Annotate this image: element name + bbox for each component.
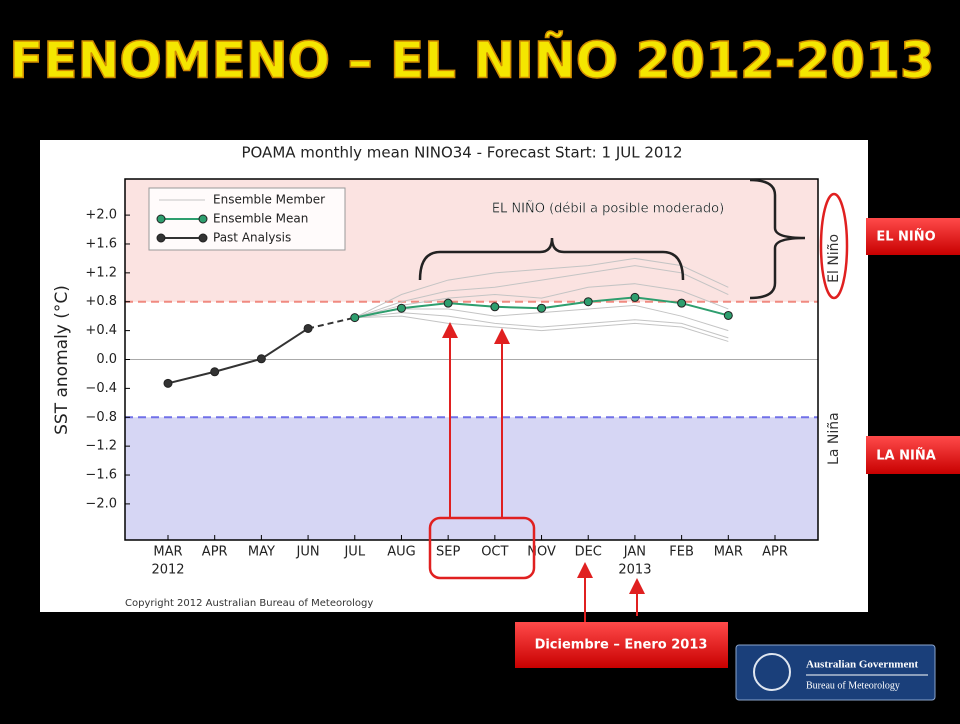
connector bbox=[307, 316, 355, 330]
x-tick-label: NOV bbox=[527, 545, 556, 560]
ensemble-mean-point bbox=[630, 292, 640, 302]
ensemble-mean-point bbox=[443, 298, 453, 308]
crest bbox=[753, 653, 791, 691]
x-tick-label: MAR bbox=[153, 545, 182, 560]
x-sublabel: 2012 bbox=[151, 563, 184, 578]
logo bbox=[735, 644, 936, 701]
past-analysis-point bbox=[163, 378, 173, 388]
x-tick-label: MAY bbox=[248, 545, 275, 560]
dec-jan-label: Diciembre – Enero 2013 bbox=[535, 638, 708, 653]
x-sublabel: 2013 bbox=[618, 563, 651, 578]
legend-dot bbox=[156, 233, 166, 243]
ensemble-member bbox=[354, 283, 729, 319]
bracket-label: EL NIÑO (débil a posible moderado) bbox=[492, 201, 724, 217]
past-analysis-point bbox=[256, 354, 266, 364]
la-nina-box bbox=[866, 436, 960, 474]
y-tick-label: −1.2 bbox=[85, 439, 117, 454]
y-tick-label: −0.8 bbox=[85, 410, 117, 425]
y-tick-label: −2.0 bbox=[85, 496, 117, 511]
past-analysis-point bbox=[303, 323, 313, 333]
legend-label: Past Analysis bbox=[213, 231, 291, 245]
y-tick-label: −0.4 bbox=[85, 381, 117, 396]
region-label: La Niña bbox=[826, 412, 842, 465]
x-tick-label: DEC bbox=[575, 545, 602, 560]
brace bbox=[418, 237, 685, 281]
x-tick-label: MAR bbox=[714, 545, 743, 560]
ensemble-member bbox=[354, 315, 729, 342]
legend-dot bbox=[198, 214, 208, 224]
ensemble-mean-point bbox=[350, 313, 360, 323]
y-tick-label: +0.4 bbox=[85, 323, 117, 338]
y-tick-label: +0.8 bbox=[85, 294, 117, 309]
x-tick-label: AUG bbox=[387, 545, 415, 560]
copyright: Copyright 2012 Australian Bureau of Mete… bbox=[125, 598, 373, 609]
y-tick-label: 0.0 bbox=[96, 352, 117, 367]
ensemble-mean-point bbox=[677, 298, 687, 308]
x-tick-label: JUN bbox=[296, 545, 320, 560]
past-analysis bbox=[167, 327, 309, 385]
legend-dot bbox=[156, 214, 166, 224]
logo-line1: Australian Government bbox=[806, 659, 918, 671]
y-tick-label: +1.6 bbox=[85, 236, 117, 251]
ensemble-mean-point bbox=[723, 310, 733, 320]
el-nino-box bbox=[866, 218, 960, 255]
x-tick-label: FEB bbox=[669, 545, 694, 560]
x-tick-label: JAN bbox=[623, 545, 646, 560]
y-tick-label: +2.0 bbox=[85, 208, 117, 223]
legend-label: Ensemble Member bbox=[213, 193, 325, 207]
ensemble-mean-point bbox=[396, 303, 406, 313]
ensemble-member bbox=[354, 257, 729, 319]
x-tick-label: OCT bbox=[481, 545, 508, 560]
legend-dot bbox=[198, 233, 208, 243]
el-nino-label: EL NIÑO bbox=[876, 229, 935, 245]
legend-label: Ensemble Mean bbox=[213, 212, 308, 226]
y-axis-label: SST anomaly (°C) bbox=[52, 285, 72, 435]
ensemble-mean-point bbox=[583, 297, 593, 307]
ensemble-member bbox=[354, 265, 729, 319]
x-tick-label: SEP bbox=[436, 545, 460, 560]
dec-jan-box bbox=[515, 622, 728, 668]
highlight-box bbox=[428, 516, 536, 580]
ensemble-mean-point bbox=[490, 302, 500, 312]
slide-title: FENOMENO – EL NIÑO 2012-2013 bbox=[9, 31, 934, 90]
highlight-ellipse bbox=[819, 192, 849, 300]
y-tick-label: +1.2 bbox=[85, 265, 117, 280]
region-label: El Niño bbox=[826, 234, 842, 283]
ensemble-member bbox=[354, 312, 729, 339]
x-tick-label: APR bbox=[202, 545, 228, 560]
bracket bbox=[749, 178, 806, 300]
x-tick-label: JUL bbox=[343, 545, 365, 560]
past-analysis-point bbox=[210, 367, 220, 377]
plot: El Niño La Niña +2.0 +1.6 +1.2 +0.8 +0.4 0.0 −0.… bbox=[52, 144, 842, 610]
x-tick-label: APR bbox=[762, 545, 788, 560]
la-nina-label: LA NIÑA bbox=[876, 448, 936, 464]
region bbox=[125, 417, 818, 540]
y-tick-label: −1.6 bbox=[85, 468, 117, 483]
ensemble-mean-point bbox=[537, 303, 547, 313]
logo-line2: Bureau of Meteorology bbox=[806, 680, 900, 691]
chart-title: POAMA monthly mean NINO34 - Forecast Sta… bbox=[241, 144, 682, 162]
